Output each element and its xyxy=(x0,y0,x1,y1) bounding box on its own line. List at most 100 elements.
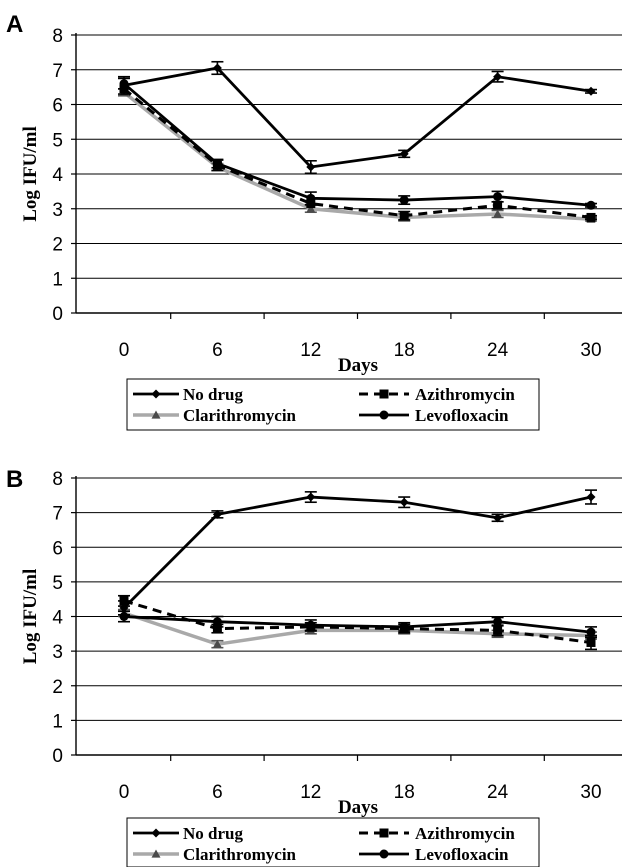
series-clarithromycin xyxy=(118,87,597,223)
x-tick-label: 18 xyxy=(394,782,415,803)
series-line xyxy=(123,495,592,609)
x-tick-label: 30 xyxy=(580,340,601,361)
series-levofloxacin xyxy=(118,610,597,639)
data-point xyxy=(493,617,503,627)
x-tick-label: 24 xyxy=(487,340,509,361)
series-line xyxy=(123,615,592,634)
y-tick-label: 2 xyxy=(52,235,63,256)
legend-item: Clarithromycin xyxy=(133,845,297,864)
legend-item: Levofloxacin xyxy=(359,406,509,425)
legend-item: Azithromycin xyxy=(359,824,515,843)
y-tick-label: 1 xyxy=(52,711,63,732)
data-point xyxy=(399,211,409,221)
x-tick-label: 12 xyxy=(300,340,321,361)
data-point xyxy=(306,620,316,630)
legend-label: Clarithromycin xyxy=(183,845,297,864)
series-line xyxy=(123,66,592,169)
series-line xyxy=(122,90,592,221)
series-line xyxy=(123,599,592,644)
legend-swatch-marker xyxy=(379,410,389,420)
legend-label: No drug xyxy=(183,824,243,843)
data-point xyxy=(493,625,503,635)
y-tick-label: 8 xyxy=(52,26,63,47)
x-tick-label: 6 xyxy=(212,782,223,803)
legend-swatch-marker xyxy=(379,389,389,399)
legend-label: No drug xyxy=(183,385,243,404)
y-tick-label: 0 xyxy=(52,746,63,767)
data-point xyxy=(399,622,409,632)
y-tick-label: 7 xyxy=(52,504,63,525)
x-tick-label: 0 xyxy=(119,782,130,803)
data-point xyxy=(212,624,222,634)
series-azithromycin xyxy=(118,594,597,651)
data-point xyxy=(399,195,409,205)
x-tick-label: 18 xyxy=(394,340,415,361)
data-point xyxy=(212,509,222,519)
legend-label: Levofloxacin xyxy=(415,406,509,425)
y-tick-label: 3 xyxy=(52,200,63,221)
series-line xyxy=(123,82,592,207)
series-levofloxacin xyxy=(118,77,597,210)
series-clarithromycin xyxy=(118,608,597,649)
data-point xyxy=(586,200,596,210)
legend-label: Levofloxacin xyxy=(415,845,509,864)
series-no-drug xyxy=(118,60,597,175)
legend-item: Clarithromycin xyxy=(133,406,297,425)
legend: No drug Azithromycin Clarithromycin Levoflo… xyxy=(126,378,540,431)
data-point xyxy=(306,492,316,502)
legend-swatch-marker xyxy=(151,849,161,858)
panel-letter: A xyxy=(6,11,23,38)
legend-item: No drug xyxy=(133,824,243,843)
legend-label: Azithromycin xyxy=(415,385,515,404)
x-tick-label: 30 xyxy=(580,782,601,803)
data-point xyxy=(119,80,129,90)
data-point xyxy=(586,492,596,502)
x-axis-title: Days xyxy=(338,797,378,818)
data-point xyxy=(399,149,409,159)
y-axis-title: Log IFU/ml xyxy=(20,569,41,665)
legend-swatch-marker xyxy=(379,828,389,838)
data-point xyxy=(493,200,503,210)
data-point xyxy=(119,603,129,613)
x-tick-label: 12 xyxy=(300,782,321,803)
data-point xyxy=(306,204,316,213)
y-tick-label: 3 xyxy=(52,642,63,663)
x-tick-label: 24 xyxy=(487,782,509,803)
data-point xyxy=(399,497,409,507)
panel-letter: B xyxy=(6,466,23,493)
data-point xyxy=(212,639,222,648)
data-point xyxy=(586,212,596,222)
y-tick-label: 8 xyxy=(52,469,63,490)
legend-swatch-marker xyxy=(379,849,389,859)
y-tick-label: 6 xyxy=(52,96,63,117)
data-point xyxy=(212,617,222,627)
y-tick-label: 5 xyxy=(52,573,63,594)
data-point xyxy=(493,209,503,218)
legend-item: Levofloxacin xyxy=(359,845,509,864)
data-point xyxy=(586,86,596,96)
legend-label: Azithromycin xyxy=(415,824,515,843)
series-line xyxy=(123,87,592,219)
y-tick-label: 0 xyxy=(52,304,63,325)
y-tick-label: 6 xyxy=(52,538,63,559)
legend-swatch-marker xyxy=(151,410,161,419)
legend-item: No drug xyxy=(133,385,243,404)
data-point xyxy=(493,72,503,82)
y-tick-label: 4 xyxy=(52,165,63,186)
data-point xyxy=(212,159,222,169)
legend-swatch-marker xyxy=(151,828,161,838)
y-tick-label: 7 xyxy=(52,61,63,82)
data-point xyxy=(586,637,596,647)
x-tick-label: 0 xyxy=(119,340,130,361)
y-axis-title: Log IFU/ml xyxy=(20,126,41,222)
x-axis-title: Days xyxy=(338,355,378,376)
y-tick-label: 2 xyxy=(52,677,63,698)
data-point xyxy=(306,162,316,172)
y-tick-label: 1 xyxy=(52,269,63,290)
data-point xyxy=(586,627,596,637)
data-point xyxy=(493,192,503,202)
data-point xyxy=(493,513,503,523)
